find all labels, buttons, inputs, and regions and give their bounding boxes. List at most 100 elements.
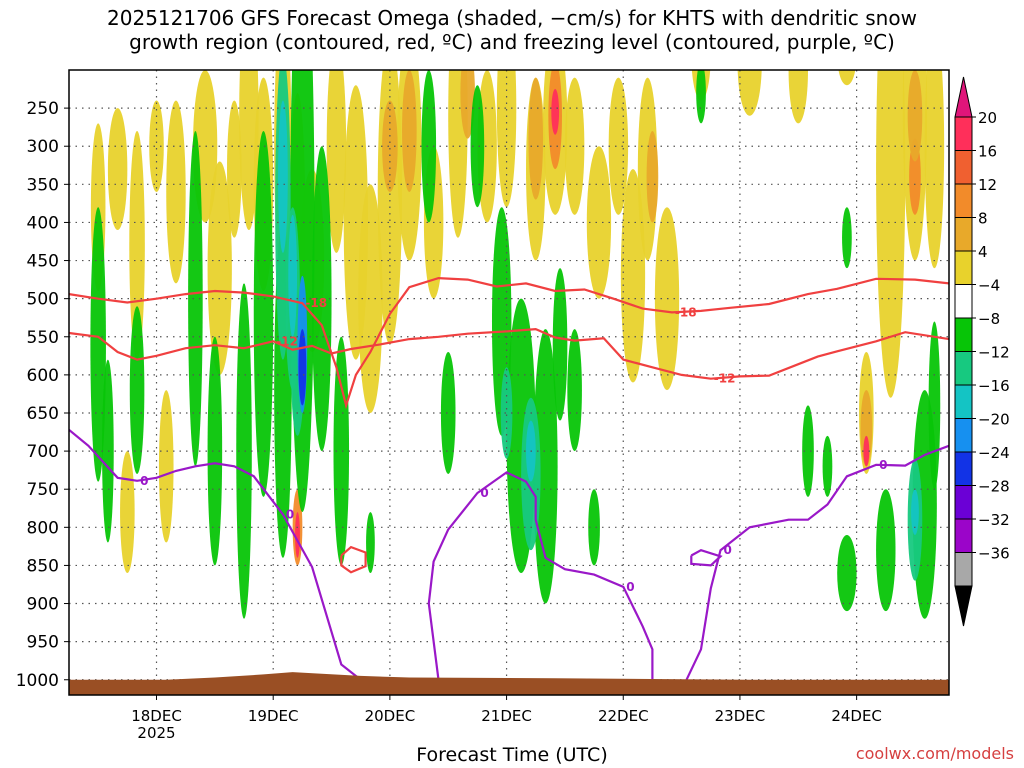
title-line-1: 2025121706 GFS Forecast Omega (shaded, −… — [107, 6, 917, 30]
plot-frame — [68, 69, 950, 696]
colorbar-top-arrow — [954, 76, 973, 118]
omega-blob-89 — [288, 214, 298, 337]
y-tick-label-800: 800 — [27, 518, 59, 538]
colorbar-swatch-0 — [954, 116, 973, 151]
y-axis: 250 300 350 400 450 500 550 600 650 700 750 800 850 9… — [16, 99, 69, 691]
contour-label2-freezing_0: 0 — [286, 507, 294, 521]
colorbar-swatch-8 — [954, 384, 973, 419]
contour-label2-dendritic_minus12: -12 — [714, 372, 736, 386]
colorbar-label-8: −16 — [978, 377, 1010, 395]
omega-blob-88 — [278, 100, 288, 253]
contours: -18 -18 -12 -12 0 0 0 0 0 0 — [69, 276, 949, 681]
omega-blob-51 — [863, 435, 870, 467]
colorbar-label-9: −20 — [978, 411, 1010, 429]
omega-blob-39 — [120, 451, 135, 574]
grid-lines — [69, 70, 949, 695]
omega-blob-48 — [860, 390, 873, 467]
omega-blob-36 — [924, 70, 945, 269]
omega-blob-64 — [421, 70, 437, 223]
omega-blob-72 — [588, 489, 600, 566]
omega-blob-80 — [696, 70, 706, 124]
omega-blob-52 — [295, 512, 300, 558]
y-tick-label-500: 500 — [27, 290, 59, 310]
omega-blob-25 — [586, 146, 612, 299]
y-tick-label-700: 700 — [27, 442, 59, 462]
y-tick-label-750: 750 — [27, 480, 59, 500]
colorbar-label-4: 4 — [978, 243, 988, 261]
contour-dendritic_small — [340, 545, 367, 574]
contour-freezing_0_c — [685, 444, 949, 681]
omega-blob-7 — [227, 100, 242, 238]
contour-freezing_0_b — [427, 471, 654, 680]
omega-blob-76 — [876, 489, 896, 612]
omega-blob-91 — [298, 329, 307, 406]
omega-blob-71 — [567, 329, 582, 452]
omega-blob-75 — [837, 534, 857, 612]
colorbar-label-7: −12 — [978, 344, 1010, 362]
omega-blob-24 — [564, 77, 585, 215]
omega-blob-46 — [909, 138, 921, 215]
terrain-fill — [69, 672, 949, 695]
colorbar-bottom-arrow — [954, 585, 973, 627]
y-tick-label-450: 450 — [27, 252, 59, 272]
omega-blob-32 — [788, 70, 809, 124]
omega-blob-86 — [500, 367, 513, 459]
omega-blob-31 — [737, 70, 762, 116]
omega-blob-73 — [802, 405, 814, 497]
omega-blob-40 — [382, 100, 398, 192]
x-tick-label-23DEC: 23DEC — [715, 707, 766, 725]
y-tick-label-900: 900 — [27, 595, 59, 615]
colorbar-label-11: −28 — [978, 478, 1010, 496]
x-axis-label: Forecast Time (UTC) — [416, 744, 608, 766]
colorbar-swatch-11 — [954, 485, 973, 520]
credit-link[interactable]: coolwx.com/models — [855, 744, 1014, 763]
y-tick-label-600: 600 — [27, 366, 59, 386]
colorbar-label-1: 16 — [978, 143, 997, 161]
colorbar-label-2: 12 — [978, 176, 997, 194]
y-tick-label-950: 950 — [27, 633, 59, 653]
y-tick-label-1000: 1000 — [16, 671, 59, 691]
x-tick-label-22DEC: 22DEC — [598, 707, 649, 725]
x-tick-label-21DEC: 21DEC — [481, 707, 532, 725]
omega-blob-50 — [551, 89, 560, 135]
colorbar-swatch-6 — [954, 317, 973, 352]
omega-blob-56 — [188, 130, 203, 467]
contour-label2-freezing_0_b: 0 — [626, 580, 634, 594]
omega-blob-74 — [822, 435, 833, 497]
omega-blob-13 — [326, 70, 347, 253]
contour-label2-freezing_0_c: 0 — [879, 458, 887, 472]
omega-blob-6 — [207, 161, 232, 375]
y-tick-label-850: 850 — [27, 556, 59, 576]
omega-blob-4 — [166, 100, 186, 284]
omega-blob-33 — [838, 70, 856, 86]
omega-blob-57 — [207, 336, 223, 566]
omega-blob-78 — [928, 321, 941, 490]
omega-blob-38 — [158, 390, 174, 543]
x-tick-label-24DEC: 24DEC — [831, 707, 882, 725]
contour-label-freezing_0_b: 0 — [480, 486, 488, 500]
colorbar-label-10: −24 — [978, 444, 1010, 462]
omega-blob-41 — [402, 70, 417, 192]
colorbar-swatch-2 — [954, 183, 973, 218]
omega-blob-45 — [646, 130, 659, 223]
contour-label-freezing_0_c: 0 — [723, 543, 731, 557]
omega-blob-81 — [366, 512, 375, 574]
x-tick-label-19DEC: 19DEC — [248, 707, 299, 725]
colorbar-label-6: −8 — [978, 310, 1000, 328]
colorbar-swatch-4 — [954, 250, 973, 285]
colorbar-label-0: 20 — [978, 109, 997, 127]
omega-blob-27 — [620, 169, 646, 383]
omega-blob-59 — [253, 130, 274, 497]
contour-freezing_0_d — [690, 549, 723, 567]
omega-blob-58 — [236, 283, 252, 619]
contour-label-dendritic_minus12: -12 — [276, 334, 298, 348]
colorbar-swatch-5 — [954, 284, 973, 319]
omega-blob-21 — [496, 70, 517, 208]
x-tick-sublabel-18DEC: 2025 — [137, 724, 175, 742]
colorbar-label-12: −32 — [978, 511, 1010, 529]
omega-blob-8 — [239, 70, 259, 231]
y-tick-label-650: 650 — [27, 404, 59, 424]
omega-blob-15 — [358, 184, 383, 413]
contour-label2-dendritic_minus18: -18 — [675, 305, 697, 319]
x-tick-label-18DEC: 18DEC — [131, 707, 182, 725]
